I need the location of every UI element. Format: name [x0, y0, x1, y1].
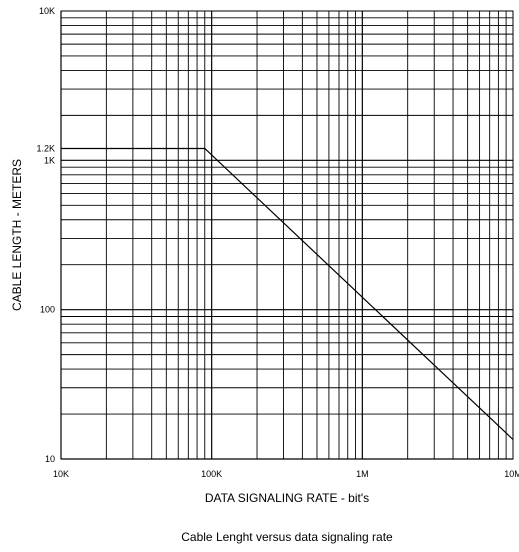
x-tick-label: 10K [53, 469, 69, 479]
y-tick-labels: 10 100 1K1.2K 10K [36, 6, 55, 464]
y-tick-label: 100 [40, 305, 55, 315]
x-tick-labels: 10K 100K 1M 10M [53, 469, 519, 479]
series-layer [61, 147, 514, 440]
chart-caption: Cable Lenght versus data signaling rate [181, 530, 393, 544]
y-gridlines [61, 17, 513, 460]
x-axis-title: DATA SIGNALING RATE - bit's [205, 491, 369, 505]
x-gridlines [60, 11, 507, 459]
series-line [61, 147, 514, 440]
x-tick-label: 100K [201, 469, 222, 479]
plot-frame [60, 10, 514, 460]
x-tick-label: 10M [504, 469, 519, 479]
y-tick-label: 1K [44, 155, 55, 165]
y-tick-label: 10 [45, 454, 55, 464]
x-tick-label: 1M [356, 469, 369, 479]
y-axis-title: CABLE LENGTH - METERS [10, 159, 24, 311]
y-tick-label: 10K [39, 6, 55, 16]
y-tick-label: 1.2K [36, 144, 55, 154]
